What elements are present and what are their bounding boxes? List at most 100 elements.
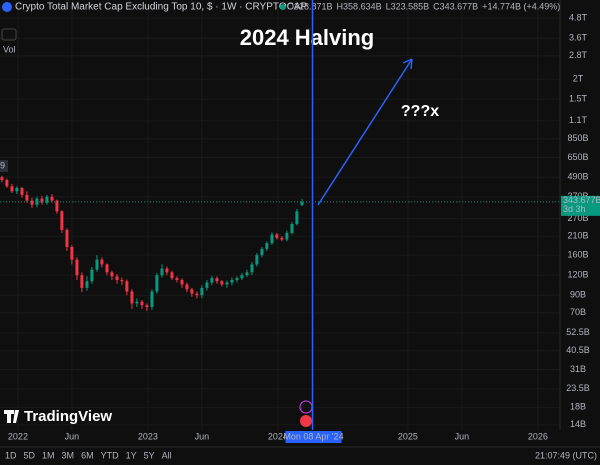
y-tick-label: 490B: [567, 172, 588, 182]
candle-body: [275, 234, 279, 238]
y-tick-label: 31B: [570, 364, 586, 374]
clock: 21:07:49 (UTC): [535, 450, 597, 460]
candle-body: [280, 237, 284, 240]
candle-body: [300, 201, 304, 205]
candle-body: [295, 211, 299, 225]
candle-body: [15, 187, 19, 192]
brand: TradingView: [24, 408, 112, 425]
timeframe-button[interactable]: 1D: [5, 450, 17, 460]
candle-body: [50, 196, 54, 201]
y-tick-label: 3.6T: [569, 33, 588, 43]
legend-value: L323.585B: [386, 1, 430, 11]
marker-tag: [285, 431, 342, 443]
candle-body: [25, 194, 29, 201]
candle-body: [235, 278, 239, 280]
candle-body: [55, 200, 59, 212]
candle-body: [200, 287, 204, 296]
brand-logo: [4, 410, 19, 423]
y-tick-label: 1.1T: [569, 115, 588, 125]
volume-label: Vol: [3, 44, 16, 54]
candle-body: [240, 275, 244, 279]
edge-tag: [0, 160, 8, 172]
annotation: 2024 Halving: [240, 25, 375, 50]
candle-body: [85, 281, 89, 288]
candle-body: [210, 278, 214, 283]
candle-body: [60, 211, 64, 230]
candle-body: [265, 243, 269, 249]
candle-body: [30, 200, 34, 205]
countdown-label: 3d 3h: [563, 204, 586, 214]
edge-label: 9: [0, 160, 5, 170]
candle-body: [95, 259, 99, 270]
timeframe-button[interactable]: 5Y: [144, 450, 155, 460]
toggle-button[interactable]: [1, 28, 17, 41]
arrow: [317, 58, 413, 206]
chart-title: Crypto Total Market Cap Excluding Top 10…: [15, 2, 307, 13]
arrow-head: [402, 58, 413, 70]
y-tick-label: 210B: [567, 231, 588, 241]
candle-body: [90, 269, 94, 282]
candle-body: [155, 275, 159, 292]
candle-body: [225, 282, 229, 285]
candle-body: [65, 229, 69, 247]
candle-body: [290, 224, 294, 233]
candle-body: [130, 291, 134, 304]
candle-body: [150, 291, 154, 307]
event-icon[interactable]: [300, 415, 312, 427]
x-tick-label: 2022: [8, 431, 28, 441]
candle-body: [20, 187, 24, 195]
x-tick-label: Jun: [195, 431, 210, 441]
y-tick-label: 120B: [567, 270, 588, 280]
candle-body: [145, 305, 149, 307]
candle-body: [260, 248, 264, 256]
symbol-icon: [2, 2, 12, 12]
legend-value: C343.677B: [433, 1, 478, 11]
marker-label: Mon 08 Apr '24: [283, 431, 343, 441]
timeframe-button[interactable]: 6M: [81, 450, 94, 460]
candle-body: [215, 278, 219, 282]
candle-body: [175, 278, 179, 280]
timeframe-button[interactable]: YTD: [101, 450, 120, 460]
candle-body: [230, 279, 234, 283]
timeframe-bar: 1D 5D 1M 3M 6M YTD 1Y 5Y All: [5, 450, 172, 460]
candle-body: [115, 276, 119, 280]
candle-body: [110, 272, 114, 277]
y-tick-label: 18B: [570, 402, 586, 412]
y-tick-label: 90B: [570, 290, 586, 300]
candle-body: [160, 268, 164, 276]
candle-body: [80, 275, 84, 288]
candle-body: [180, 279, 184, 285]
x-tick-label: Jun: [455, 431, 470, 441]
timeframe-button[interactable]: 5D: [24, 450, 36, 460]
candle-body: [170, 272, 174, 279]
candle-body: [220, 281, 224, 285]
candle-body: [255, 255, 259, 265]
candle-body: [75, 259, 79, 276]
annotation: ???x: [401, 103, 439, 120]
timeframe-button[interactable]: 1M: [42, 450, 55, 460]
timeframe-button[interactable]: 3M: [62, 450, 75, 460]
candle-body: [185, 284, 189, 290]
y-tick-label: 1.5T: [569, 94, 588, 104]
y-tick-label: 2T: [573, 74, 584, 84]
y-tick-label: 2.8T: [569, 50, 588, 60]
legend-value: O328.871B: [287, 1, 333, 11]
candle-body: [10, 186, 14, 192]
candle-body: [105, 264, 109, 273]
y-tick-label: 52.5B: [566, 327, 590, 337]
candle-body: [120, 279, 124, 282]
last-price-label: 343.677B: [563, 195, 600, 205]
y-tick-label: 70B: [570, 307, 586, 317]
candle-body: [40, 198, 44, 203]
candle-body: [205, 282, 209, 288]
candle-body: [100, 259, 104, 265]
timeframe-button[interactable]: All: [162, 450, 172, 460]
y-tick-label: 14B: [570, 419, 586, 429]
status-dot: [280, 4, 286, 10]
timeframe-button[interactable]: 1Y: [126, 450, 137, 460]
candle-body: [0, 177, 4, 181]
candle-body: [190, 289, 194, 294]
x-tick-label: 2026: [528, 431, 548, 441]
